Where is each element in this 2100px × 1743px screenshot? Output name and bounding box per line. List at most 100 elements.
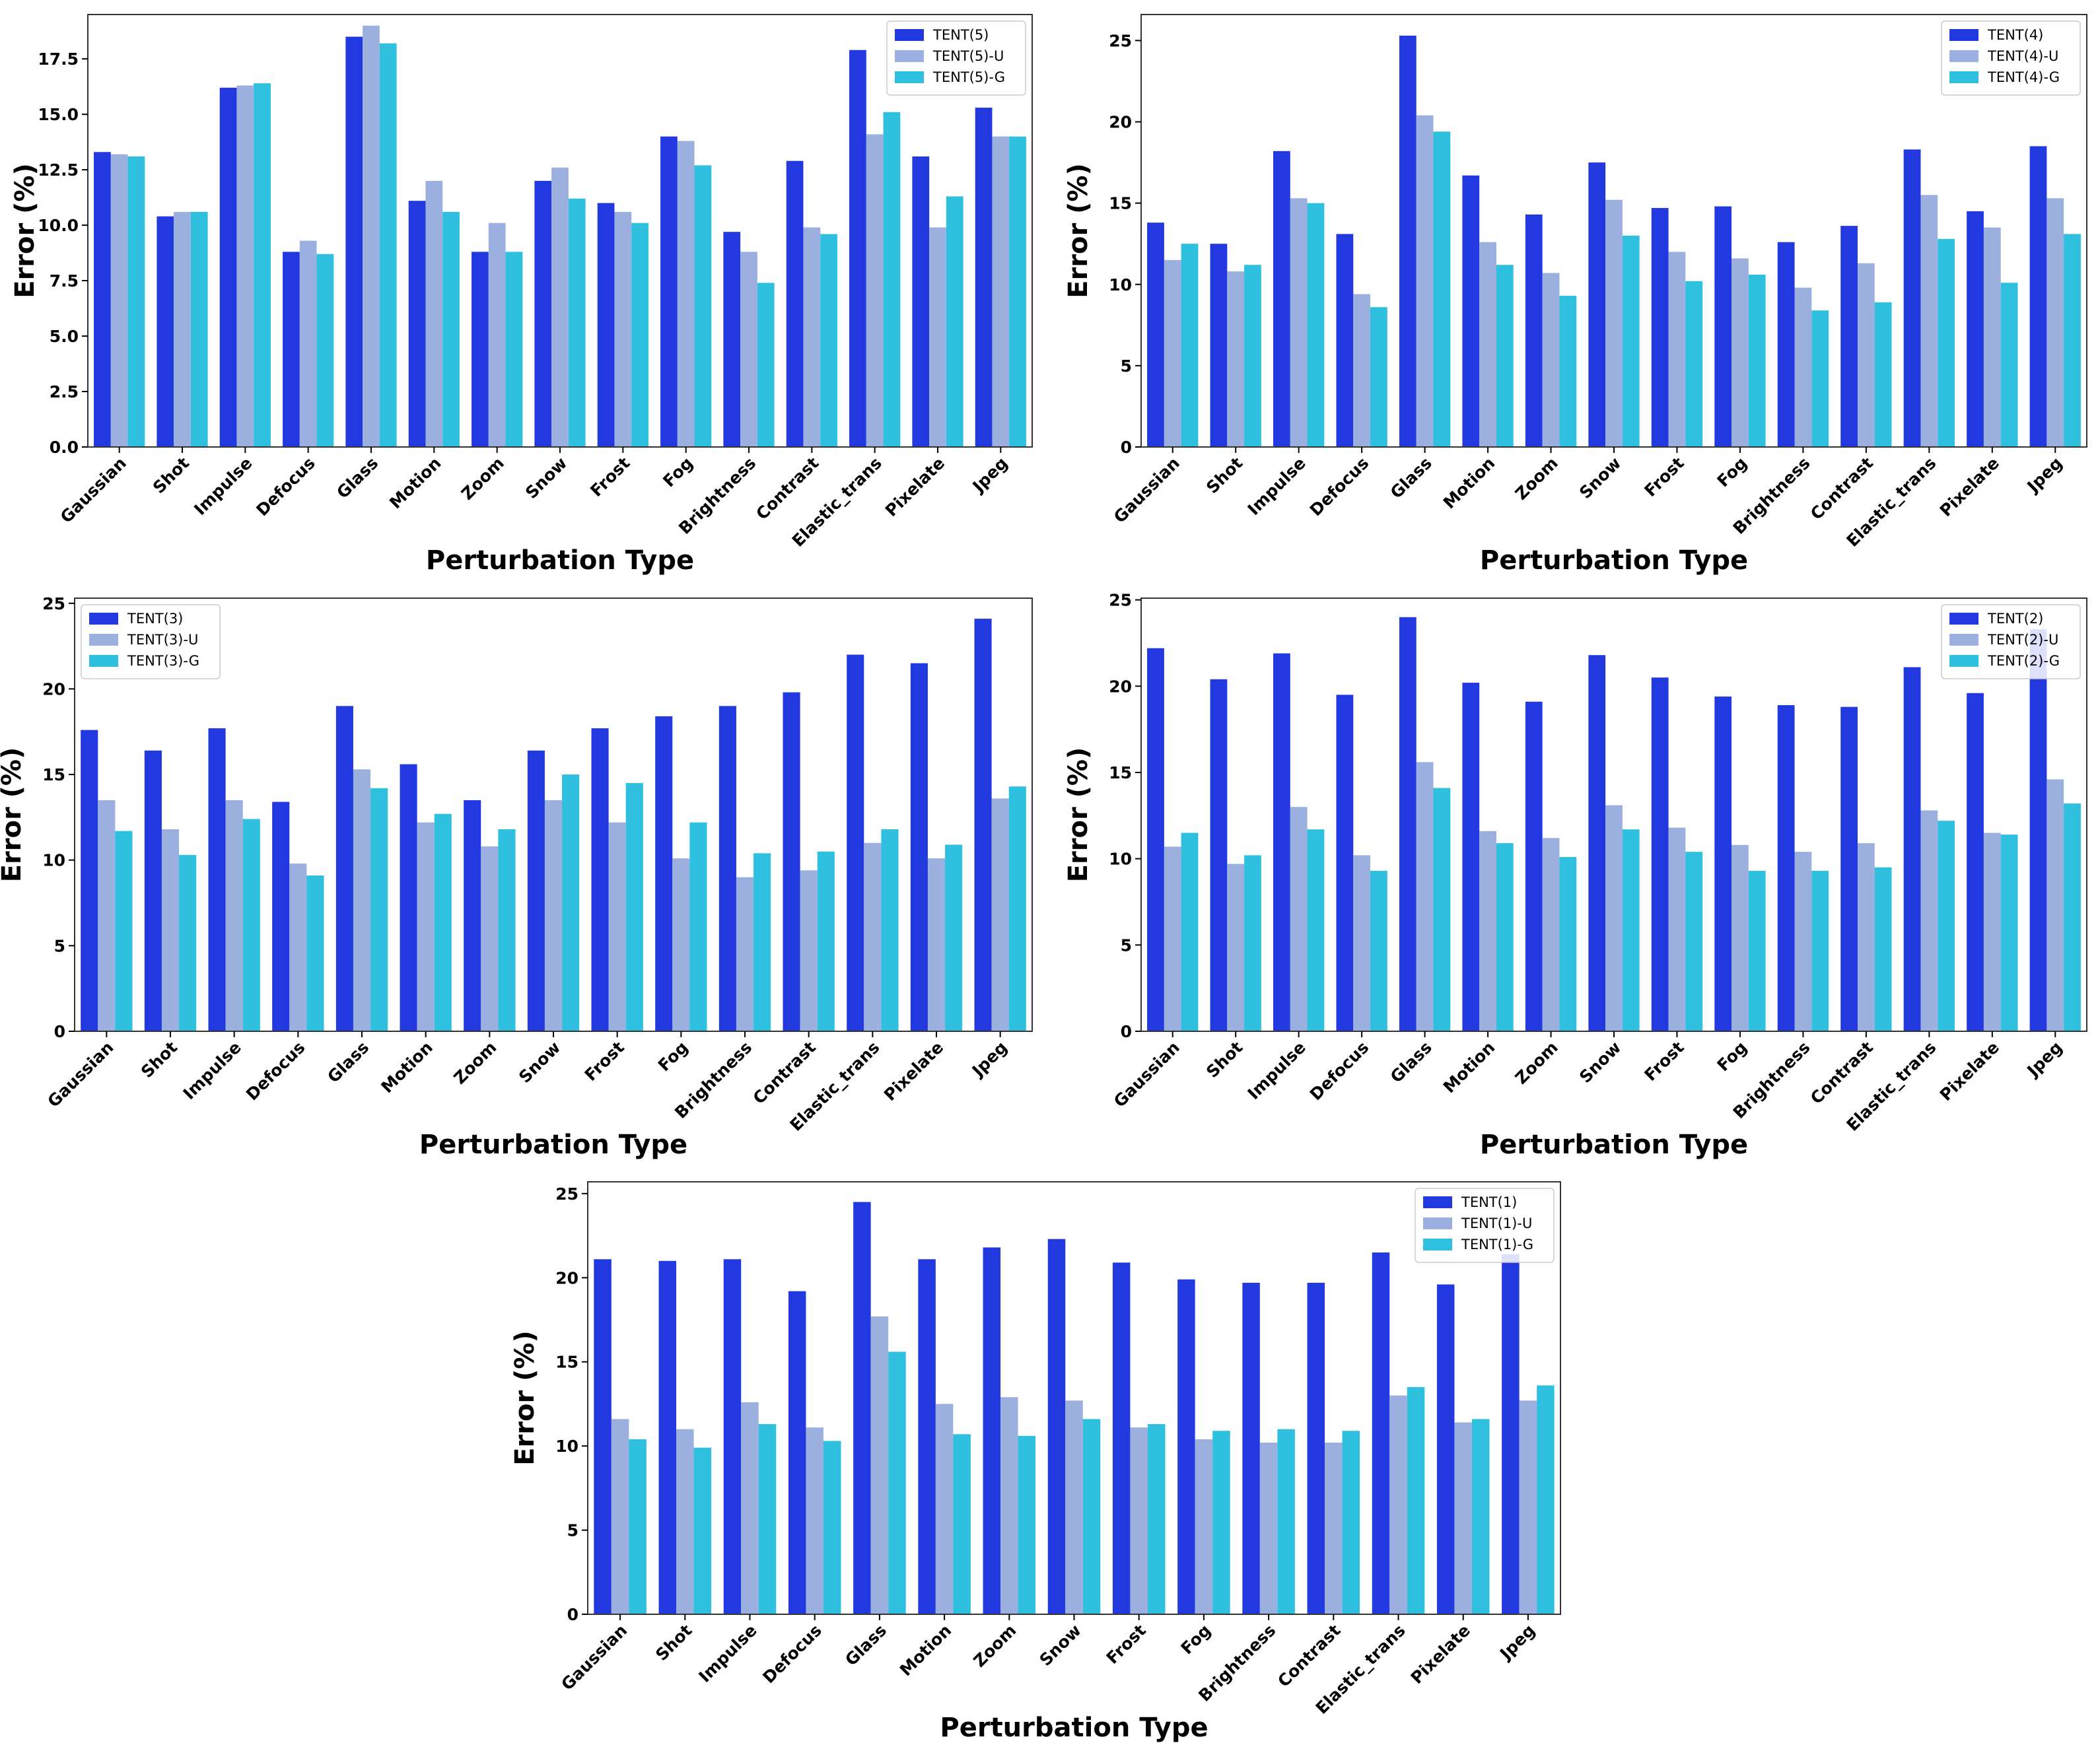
bar-tent4-g-zoom xyxy=(1559,296,1577,447)
bar-tent1-motion xyxy=(918,1259,936,1614)
bar-tent2-u-elastic_trans xyxy=(1920,810,1938,1031)
y-tick-label: 10 xyxy=(555,1437,578,1456)
y-tick-label: 15 xyxy=(42,765,65,784)
bar-tent1-contrast xyxy=(1307,1282,1325,1614)
bar-tent2-g-pixelate xyxy=(2000,835,2018,1031)
legend-swatch xyxy=(1949,655,1978,667)
y-axis-title: Error (%) xyxy=(1063,747,1094,883)
bar-tent2-contrast xyxy=(1840,706,1858,1031)
bar-tent4-u-snow xyxy=(1605,199,1623,447)
bar-tent2-gaussian xyxy=(1147,648,1164,1031)
legend: TENT(2) TENT(2)-U TENT(2)-G xyxy=(1941,604,2081,679)
bar-tent1-u-glass xyxy=(870,1316,889,1614)
legend: TENT(5) TENT(5)-U TENT(5)-G xyxy=(886,20,1026,96)
bar-tent1-u-zoom xyxy=(1000,1397,1018,1614)
bar-tent3-u-zoom xyxy=(481,846,499,1031)
bar-tent1-g-defocus xyxy=(823,1441,841,1614)
bar-tent4-u-shot xyxy=(1227,271,1245,447)
bar-tent5-g-jpeg xyxy=(1009,136,1026,448)
legend-swatch xyxy=(89,634,118,646)
bar-tent3-g-jpeg xyxy=(1008,786,1026,1031)
legend-label: TENT(5) xyxy=(932,27,989,43)
bar-tent5-g-gaussian xyxy=(127,156,145,447)
bar-tent5-g-snow xyxy=(568,198,586,447)
bar-tent1-frost xyxy=(1112,1262,1131,1614)
legend-label: TENT(2) xyxy=(1987,611,2043,627)
legend-swatch xyxy=(895,50,924,62)
bar-tent2-g-motion xyxy=(1496,843,1514,1031)
legend-swatch xyxy=(1949,29,1978,41)
bar-tent3-g-contrast xyxy=(817,851,835,1031)
y-tick-label: 7.5 xyxy=(50,271,79,290)
bar-tent1-u-jpeg xyxy=(1519,1400,1537,1614)
legend-swatch xyxy=(1949,71,1978,83)
y-tick-label: 5 xyxy=(1121,936,1132,955)
bar-tent3-g-elastic_trans xyxy=(881,829,899,1031)
bar-tent5-u-snow xyxy=(551,167,569,447)
bar-tent5-g-shot xyxy=(190,211,208,447)
bar-tent1-jpeg xyxy=(1502,1254,1520,1614)
bar-tent5-g-brightness xyxy=(757,283,775,447)
bar-tent4-zoom xyxy=(1525,214,1543,447)
legend: TENT(1) TENT(1)-U TENT(1)-G xyxy=(1415,1188,1555,1263)
legend-label: TENT(3) xyxy=(127,611,183,627)
legend-swatch xyxy=(1423,1239,1452,1250)
bar-tent3-g-fog xyxy=(689,822,707,1031)
legend-label: TENT(3)-U xyxy=(127,632,198,648)
bar-tent2-defocus xyxy=(1336,695,1354,1031)
bar-tent1-u-impulse xyxy=(741,1402,759,1614)
bar-tent1-g-elastic_trans xyxy=(1407,1386,1425,1614)
bar-tent1-u-brightness xyxy=(1259,1443,1278,1614)
bar-tent4-u-defocus xyxy=(1353,294,1371,447)
bar-tent5-contrast xyxy=(786,160,804,447)
bar-tent4-g-defocus xyxy=(1370,307,1387,447)
bar-tent2-g-snow xyxy=(1622,829,1640,1031)
bar-tent5-g-elastic_trans xyxy=(883,112,901,448)
bar-tent3-impulse xyxy=(208,728,226,1031)
y-tick-label: 10.0 xyxy=(38,216,79,235)
bar-tent1-g-jpeg xyxy=(1537,1385,1555,1614)
bar-tent5-g-motion xyxy=(442,211,460,447)
x-axis-title: Perturbation Type xyxy=(1480,1130,1748,1160)
bar-tent3-u-pixelate xyxy=(927,858,946,1031)
bar-tent4-gaussian xyxy=(1147,222,1164,447)
bar-tent4-g-gaussian xyxy=(1181,244,1199,447)
bar-tent1-u-contrast xyxy=(1325,1443,1343,1614)
bar-tent3-u-defocus xyxy=(289,863,307,1031)
legend-swatch xyxy=(89,613,118,625)
legend-label: TENT(2)-G xyxy=(1987,653,2060,669)
bar-tent5-g-glass xyxy=(379,43,397,448)
bar-tent2-frost xyxy=(1651,677,1669,1031)
bar-tent5-shot xyxy=(157,216,174,447)
bar-tent1-g-brightness xyxy=(1277,1429,1295,1614)
bar-tent3-brightness xyxy=(718,706,736,1031)
bar-tent3-u-brightness xyxy=(736,877,754,1031)
bar-tent2-u-pixelate xyxy=(1983,833,2001,1031)
bar-tent3-u-frost xyxy=(608,822,626,1031)
bar-tent5-motion xyxy=(408,201,426,447)
bar-tent1-brightness xyxy=(1242,1282,1260,1614)
bar-tent3-u-snow xyxy=(544,800,563,1031)
bar-tent4-u-frost xyxy=(1668,252,1686,447)
legend-swatch xyxy=(1949,634,1978,646)
bar-tent1-g-shot xyxy=(693,1447,712,1614)
bar-tent4-brightness xyxy=(1777,242,1795,447)
bar-tent2-g-contrast xyxy=(1874,867,1892,1031)
bar-tent3-u-shot xyxy=(161,829,180,1031)
bar-tent4-u-gaussian xyxy=(1164,259,1181,447)
legend-label: TENT(1)-G xyxy=(1461,1237,1533,1252)
bar-tent1-u-shot xyxy=(676,1429,694,1614)
bar-tent5-frost xyxy=(597,203,615,447)
bar-tent2-motion xyxy=(1462,683,1480,1031)
y-tick-label: 25 xyxy=(42,594,65,613)
bar-tent3-u-gaussian xyxy=(98,800,116,1031)
y-tick-label: 15 xyxy=(1109,194,1132,213)
bar-tent3-g-frost xyxy=(625,783,643,1031)
y-tick-label: 0.0 xyxy=(50,438,79,457)
bar-tent3-g-gaussian xyxy=(115,831,133,1031)
y-tick-label: 10 xyxy=(42,851,65,870)
bar-tent1-pixelate xyxy=(1436,1284,1455,1614)
bar-tent4-defocus xyxy=(1336,234,1354,447)
bar-tent2-u-snow xyxy=(1605,805,1623,1031)
bar-tent3-defocus xyxy=(272,802,290,1031)
